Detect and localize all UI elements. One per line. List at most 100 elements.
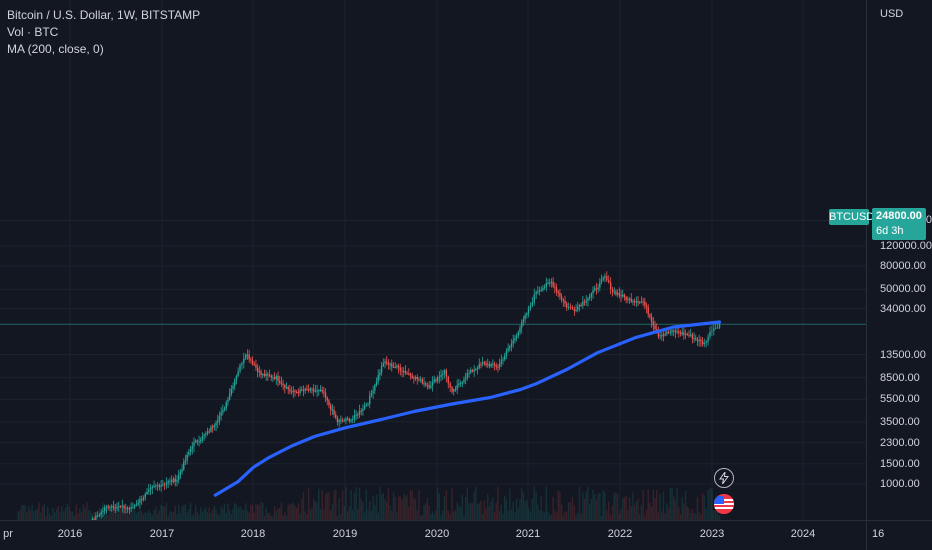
candle-body — [387, 363, 390, 365]
volume-bar — [657, 512, 660, 520]
candle-body — [425, 383, 427, 385]
candle-body — [672, 330, 675, 332]
volume-bar — [582, 492, 584, 520]
volume-bar — [545, 486, 548, 520]
volume-bar — [222, 508, 224, 520]
legend-title[interactable]: Bitcoin / U.S. Dollar, 1W, BITSTAMP — [7, 8, 201, 22]
candle-body — [329, 405, 332, 411]
currency-label[interactable]: USD — [880, 8, 904, 20]
volume-bar — [290, 504, 293, 520]
candle-body — [193, 442, 195, 447]
volume-bar — [633, 505, 636, 520]
volume-bar — [227, 503, 229, 520]
candle-body — [217, 420, 219, 423]
time-tick-label: 2020 — [424, 528, 450, 540]
chart-legend: Bitcoin / U.S. Dollar, 1W, BITSTAMP Vol … — [7, 7, 200, 58]
candle-body — [109, 506, 111, 508]
volume-bar — [109, 506, 111, 520]
candle-body — [426, 384, 429, 386]
candle-body — [713, 328, 715, 331]
volume-bar — [41, 505, 44, 520]
volume-bar — [597, 493, 599, 520]
volume-bar — [220, 505, 222, 520]
volume-bar — [123, 512, 125, 520]
candle-body — [289, 389, 291, 392]
candle-body — [98, 514, 101, 516]
volume-bar — [167, 515, 169, 520]
candle-body — [585, 300, 587, 303]
time-tick-label: 2022 — [607, 528, 633, 540]
candle-body — [430, 385, 432, 388]
volume-bar — [438, 493, 441, 520]
volume-bar — [206, 512, 209, 520]
volume-bar — [696, 497, 699, 520]
candle-body — [119, 506, 122, 508]
candle-body — [382, 363, 385, 366]
volume-bar — [476, 504, 479, 520]
candle-body — [208, 431, 210, 433]
candle-body — [686, 333, 688, 335]
candle-body — [107, 506, 109, 508]
volume-bar — [409, 489, 412, 520]
candle-body — [567, 306, 570, 308]
volume-bar — [667, 508, 670, 520]
volume-bar — [389, 505, 391, 520]
volume-bar — [341, 490, 344, 520]
candle-body — [406, 373, 408, 375]
candle-body — [550, 281, 553, 283]
candle-body — [649, 314, 651, 318]
volume-bar — [17, 511, 19, 520]
volume-bar — [156, 513, 159, 520]
candle-body — [633, 301, 636, 303]
candle-body — [386, 361, 388, 364]
candle-body — [200, 439, 202, 442]
candle-body — [341, 419, 344, 421]
candle-body — [542, 287, 544, 291]
volume-bar — [112, 506, 115, 520]
candle-body — [93, 518, 95, 520]
candle-body — [470, 369, 472, 373]
volume-bar — [662, 491, 665, 520]
volume-bar — [493, 512, 496, 520]
volume-bar — [63, 511, 65, 520]
candle-body — [275, 376, 278, 379]
candle-body — [604, 276, 606, 278]
volume-bar — [394, 496, 396, 520]
legend-volume[interactable]: Vol · BTC — [7, 25, 59, 39]
candle-body — [201, 435, 204, 440]
volume-bar — [287, 505, 289, 520]
candle-body — [436, 377, 439, 382]
candle-body — [540, 290, 542, 292]
candle-body — [510, 343, 513, 347]
volume-bar — [590, 498, 593, 520]
volume-bar — [464, 497, 467, 520]
lightning-event-icon[interactable] — [714, 468, 734, 488]
volume-bar — [611, 505, 614, 520]
grid-lines — [0, 0, 866, 520]
price-tick-label: 8500.00 — [880, 371, 920, 384]
us-flag-event-icon[interactable] — [714, 494, 734, 514]
volume-bar — [654, 498, 656, 520]
legend-moving-average[interactable]: MA (200, close, 0) — [7, 42, 104, 56]
candle-body — [602, 277, 604, 280]
volume-bar — [326, 492, 328, 520]
volume-bar — [620, 508, 622, 520]
candle-body — [609, 282, 612, 290]
volume-bar — [571, 497, 574, 520]
price-chart-plot[interactable] — [0, 0, 866, 520]
candle-body — [198, 441, 200, 443]
volume-bar — [189, 502, 192, 520]
candle-body — [445, 370, 448, 377]
volume-bar — [639, 513, 641, 520]
volume-bar — [623, 497, 626, 520]
candle-body — [96, 515, 99, 517]
candle-body — [414, 377, 417, 379]
volume-bar — [186, 512, 188, 520]
volume-bar — [179, 513, 182, 520]
candle-body — [139, 499, 141, 503]
volume-bar — [471, 503, 474, 520]
candle-body — [316, 390, 318, 392]
volume-bar — [191, 515, 193, 520]
candle-body — [172, 478, 175, 482]
volume-bar — [372, 496, 374, 520]
